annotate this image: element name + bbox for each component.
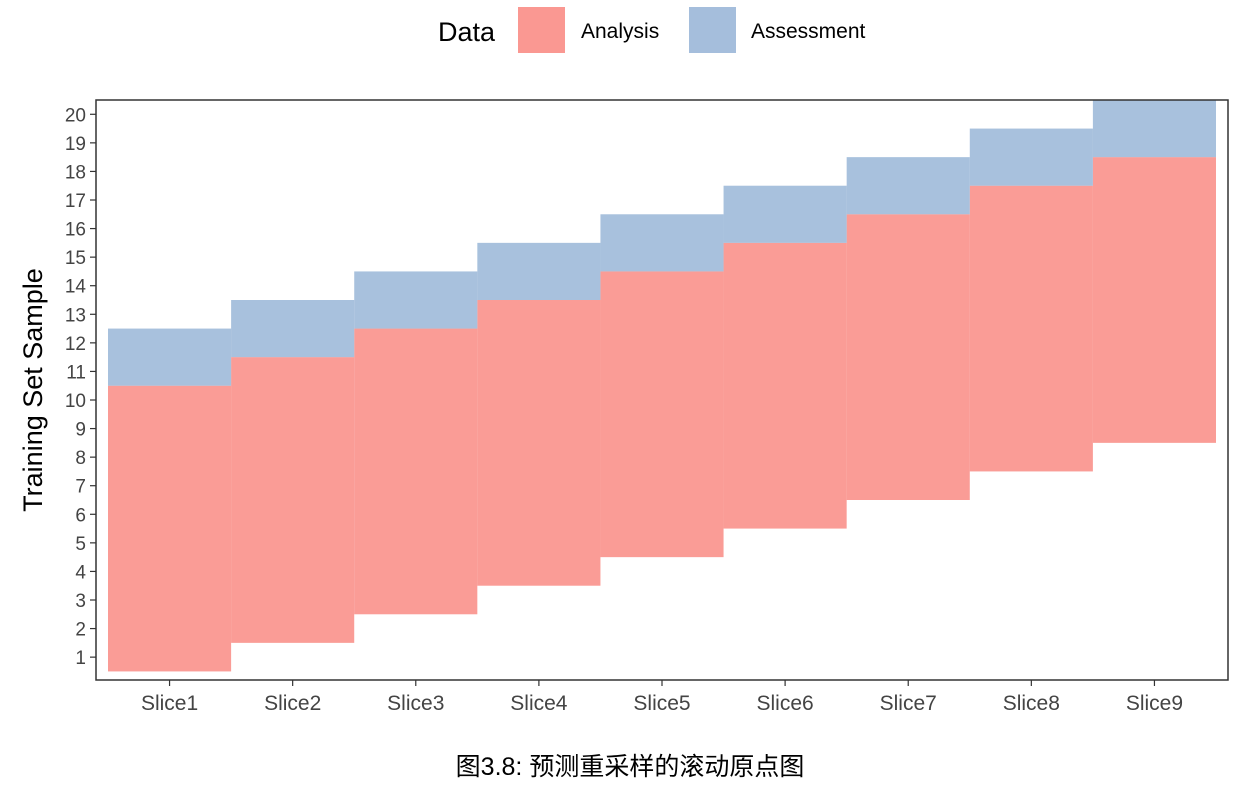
y-tick-label: 19 [65, 134, 86, 155]
analysis-tile-slice4 [477, 300, 601, 586]
y-tick-label: 8 [75, 448, 86, 469]
assessment-tile-slice4 [477, 242, 601, 300]
assessment-tile-slice2 [231, 300, 355, 358]
y-tick-label: 7 [75, 477, 86, 498]
y-tick-label: 14 [65, 277, 87, 298]
x-tick-label-slice5: Slice5 [633, 692, 690, 715]
y-tick-label: 13 [65, 305, 86, 326]
analysis-tile-slice6 [723, 242, 847, 529]
y-tick-label: 6 [75, 505, 86, 526]
analysis-tile-slice2 [231, 357, 355, 643]
assessment-tile-slice6 [723, 185, 847, 243]
y-tick-label: 12 [65, 334, 86, 355]
y-tick-label: 4 [75, 562, 86, 583]
y-tick-label: 16 [65, 220, 86, 241]
y-tick-label: 15 [65, 248, 86, 269]
assessment-tile-slice1 [108, 328, 232, 386]
analysis-tile-slice9 [1092, 157, 1216, 443]
x-tick-label-slice6: Slice6 [757, 692, 814, 715]
assessment-tile-slice8 [969, 128, 1093, 186]
y-tick-label: 1 [75, 648, 86, 669]
figure-caption: 图3.8: 预测重采样的滚动原点图 [456, 753, 805, 781]
assessment-tile-slice3 [354, 271, 478, 329]
analysis-tile-slice8 [969, 185, 1093, 472]
legend-title: Data [438, 17, 496, 47]
y-tick-label: 2 [75, 620, 86, 641]
x-tick-label-slice4: Slice4 [510, 692, 568, 715]
y-tick-label: 5 [75, 534, 86, 555]
analysis-tile-slice1 [108, 385, 232, 672]
x-tick-label-slice3: Slice3 [387, 692, 444, 715]
x-tick-label-slice2: Slice2 [264, 692, 321, 715]
y-tick-label: 10 [65, 391, 86, 412]
y-tick-label: 3 [75, 591, 86, 612]
x-tick-label-slice7: Slice7 [880, 692, 937, 715]
assessment-tile-slice5 [600, 214, 724, 272]
y-tick-label: 18 [65, 162, 86, 183]
y-tick-label: 20 [65, 105, 86, 126]
legend-swatch-assessment [689, 7, 736, 53]
x-tick-label-slice9: Slice9 [1126, 692, 1183, 715]
y-axis-title: Training Set Sample [18, 268, 48, 512]
analysis-tile-slice3 [354, 328, 478, 615]
legend-swatch-analysis [518, 7, 565, 53]
legend-label-analysis: Analysis [581, 20, 659, 43]
y-tick-label: 17 [65, 191, 86, 212]
x-tick-label-slice8: Slice8 [1003, 692, 1060, 715]
x-tick-label-slice1: Slice1 [141, 692, 198, 715]
assessment-tile-slice9 [1092, 100, 1216, 158]
assessment-tile-slice7 [846, 157, 970, 215]
y-tick-label: 11 [66, 362, 86, 383]
tile-layer [108, 100, 1216, 672]
y-tick-label: 9 [75, 420, 86, 441]
x-axis: Slice1 Slice2 Slice3 Slice4 Slice5 Slice6 Slic… [141, 680, 1183, 715]
legend: Data Analysis Assessment [438, 7, 866, 53]
analysis-tile-slice7 [846, 214, 970, 501]
analysis-tile-slice5 [600, 271, 724, 558]
legend-label-assessment: Assessment [751, 20, 866, 43]
